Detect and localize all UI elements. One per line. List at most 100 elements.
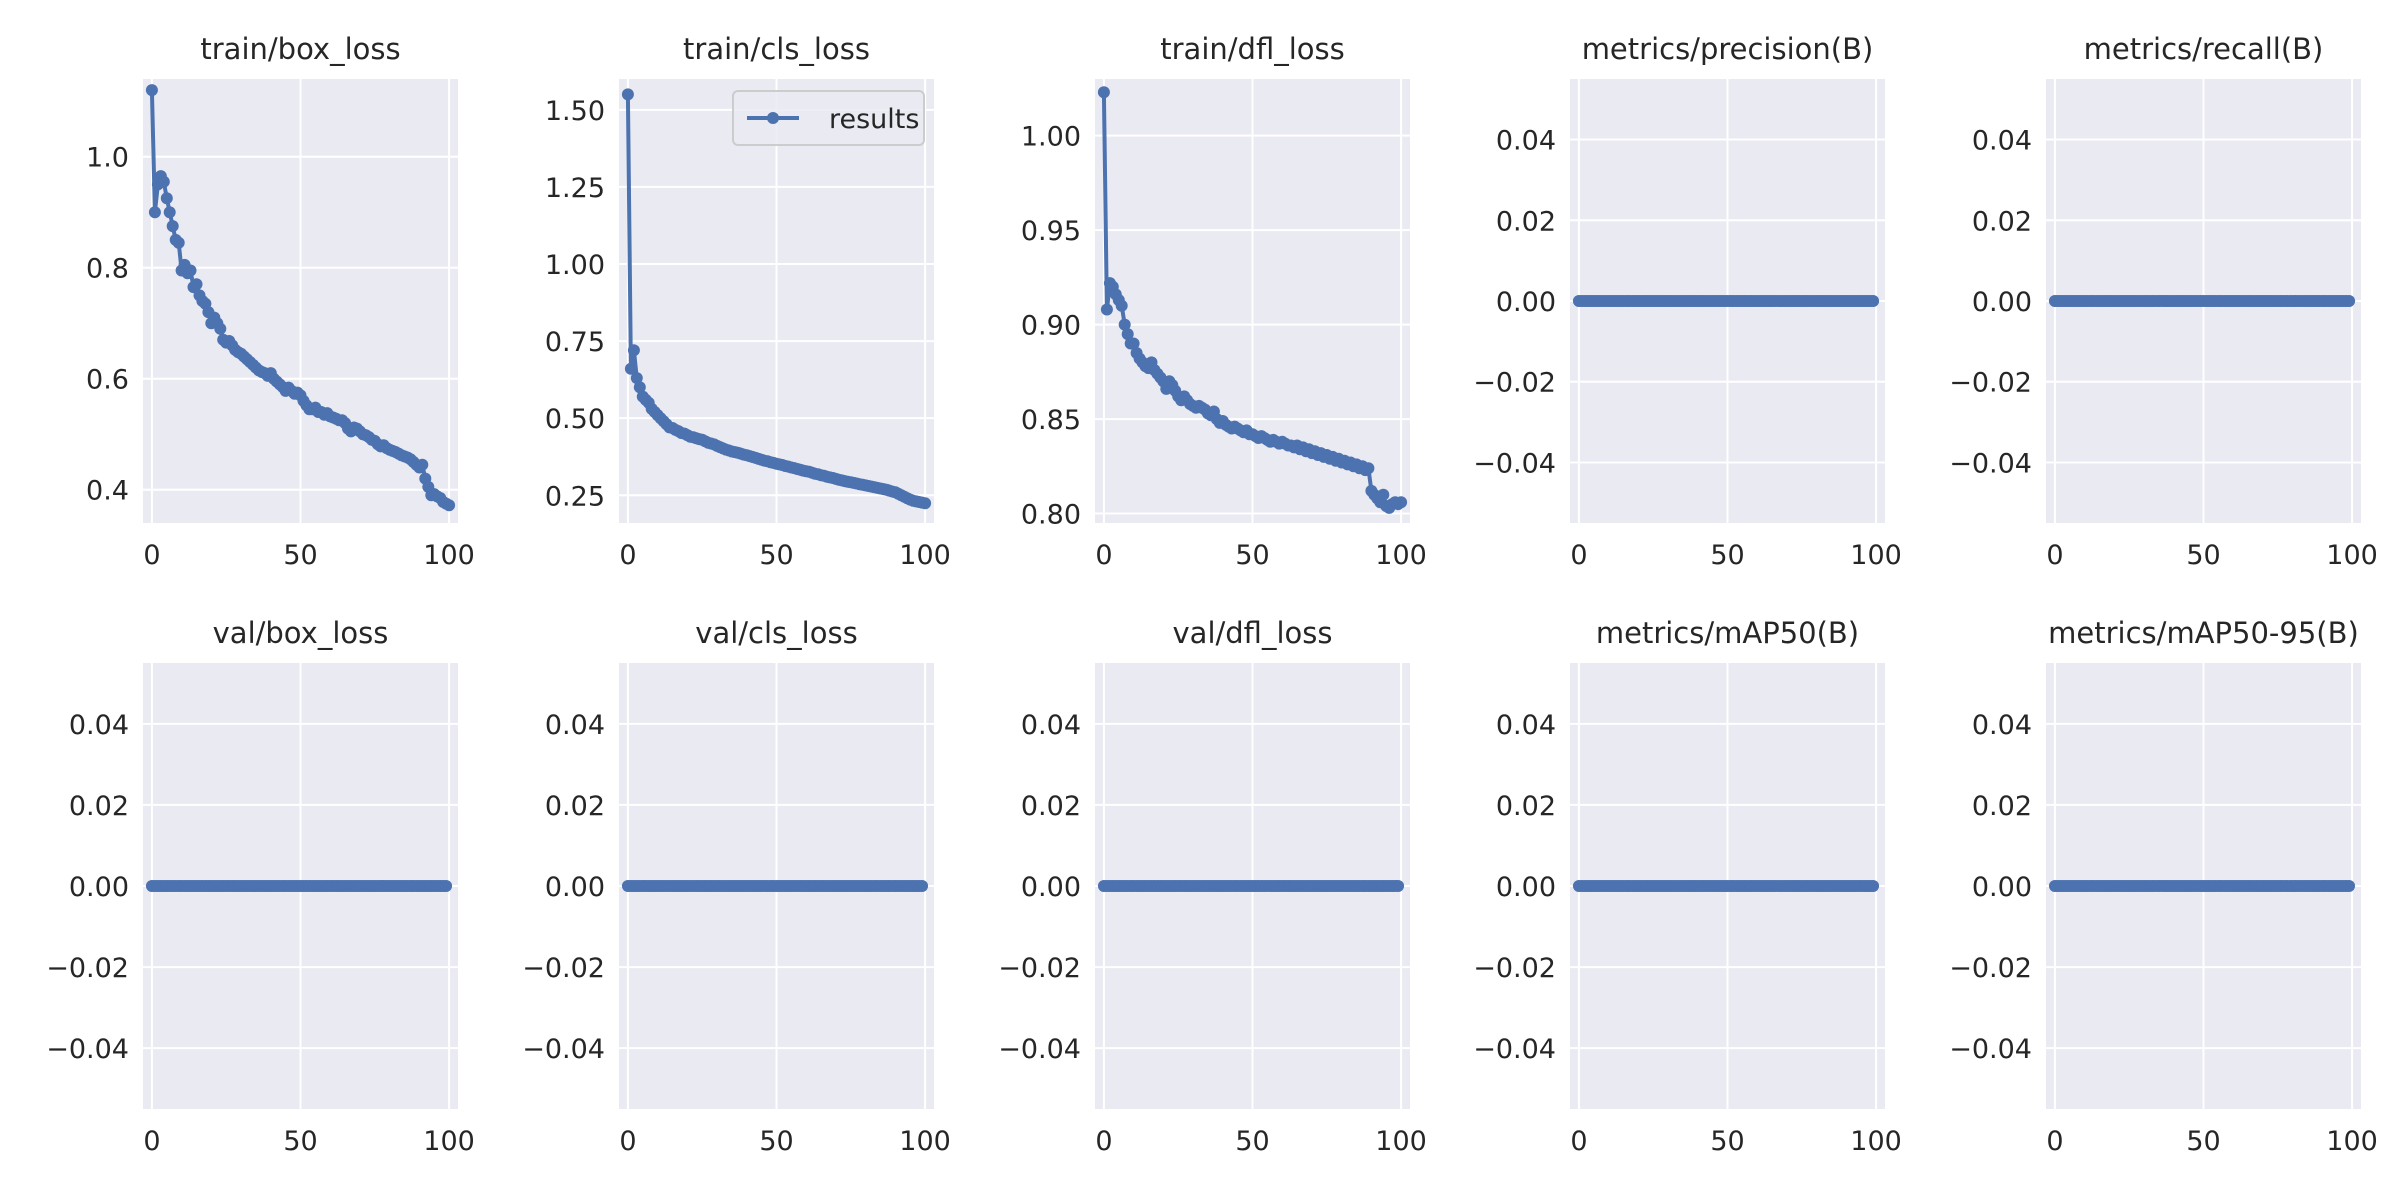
data-point	[416, 458, 429, 471]
data-point	[163, 206, 176, 219]
y-tick-label: −0.02	[1473, 953, 1556, 984]
data-point	[916, 880, 929, 892]
chart-panel: 0 50 100 −0.04 −0.02 0.00 0.02 0.04 val/cls_loss	[522, 616, 951, 1157]
y-tick-label: 0.00	[1496, 872, 1556, 903]
x-tick-label: 50	[283, 1126, 317, 1157]
chart-panel: 0 50 100 −0.04 −0.02 0.00 0.02 0.04 metrics/mAP5…	[1473, 616, 1902, 1157]
data-point	[1395, 496, 1408, 509]
y-tick-label: 0.02	[69, 791, 129, 822]
chart-panel: 0 50 100 0.4 0.6 0.8 1.0 train/box_loss	[86, 32, 475, 571]
y-tick-label: −0.04	[1473, 1034, 1556, 1065]
data-point	[190, 278, 203, 291]
x-tick-label: 50	[2186, 1126, 2220, 1157]
x-tick-label: 0	[2046, 540, 2063, 571]
y-tick-label: −0.02	[522, 953, 605, 984]
x-tick-label: 0	[2046, 1126, 2063, 1157]
data-point	[148, 206, 161, 219]
y-tick-label: 0.04	[1021, 710, 1081, 741]
data-point	[440, 880, 453, 892]
chart-title: val/box_loss	[213, 616, 389, 650]
data-point	[1127, 337, 1140, 350]
y-tick-label: 0.50	[545, 404, 605, 435]
legend-box	[732, 90, 925, 146]
x-tick-label: 100	[2326, 1126, 2378, 1157]
y-tick-label: 0.02	[545, 791, 605, 822]
x-tick-label: 100	[2326, 540, 2378, 571]
y-tick-label: 0.02	[1021, 791, 1081, 822]
y-tick-label: 0.02	[1496, 791, 1556, 822]
data-point	[1118, 318, 1131, 331]
y-tick-label: −0.04	[998, 1034, 1081, 1065]
y-tick-label: 1.25	[545, 173, 605, 204]
y-tick-label: 0.75	[545, 327, 605, 358]
y-tick-label: 0.04	[69, 710, 129, 741]
chart-title: train/cls_loss	[683, 32, 870, 66]
x-tick-label: 100	[1850, 1126, 1902, 1157]
y-tick-label: 0.6	[86, 365, 129, 396]
chart-panel: 0 50 100 −0.04 −0.02 0.00 0.02 0.04 metrics/mAP5…	[1949, 616, 2378, 1157]
y-tick-label: −0.02	[1949, 368, 2032, 399]
data-point	[1121, 328, 1134, 341]
data-point	[621, 88, 634, 101]
y-tick-label: 1.50	[545, 96, 605, 127]
data-point	[624, 362, 637, 375]
data-point	[1097, 86, 1110, 99]
data-point	[145, 84, 158, 97]
data-point	[630, 372, 643, 385]
x-tick-label: 0	[1570, 540, 1587, 571]
data-point	[160, 192, 173, 205]
y-tick-label: −0.04	[1949, 448, 2032, 479]
x-tick-label: 50	[1710, 540, 1744, 571]
chart-title: metrics/precision(B)	[1582, 32, 1874, 66]
y-tick-label: −0.04	[1949, 1034, 2032, 1065]
x-tick-label: 50	[2186, 540, 2220, 571]
data-point	[157, 175, 170, 188]
chart-title: metrics/recall(B)	[2084, 32, 2324, 66]
y-tick-label: 0.95	[1021, 216, 1081, 247]
data-point	[443, 499, 456, 512]
y-tick-label: 0.00	[69, 872, 129, 903]
y-tick-label: 0.00	[1021, 872, 1081, 903]
chart-title: train/box_loss	[200, 32, 400, 66]
y-tick-label: 0.4	[86, 476, 129, 507]
y-tick-label: 0.02	[1496, 206, 1556, 237]
data-point	[1867, 880, 1880, 892]
data-point	[1362, 462, 1375, 475]
y-tick-label: 1.00	[545, 250, 605, 281]
y-tick-label: 0.25	[545, 481, 605, 512]
x-tick-label: 100	[899, 540, 951, 571]
y-tick-label: 0.85	[1021, 405, 1081, 436]
chart-title: val/cls_loss	[695, 616, 857, 650]
y-tick-label: 0.90	[1021, 311, 1081, 342]
y-tick-label: −0.02	[1949, 953, 2032, 984]
data-point	[214, 322, 227, 335]
chart-panel: 0 50 100 −0.04 −0.02 0.00 0.02 0.04 metrics/reca…	[1949, 32, 2378, 571]
y-tick-label: 0.00	[1972, 287, 2032, 318]
y-tick-label: 0.8	[86, 254, 129, 285]
y-tick-label: −0.02	[46, 953, 129, 984]
x-tick-label: 100	[1850, 540, 1902, 571]
y-tick-label: −0.02	[998, 953, 1081, 984]
data-point	[1377, 488, 1390, 501]
y-tick-label: 1.00	[1021, 122, 1081, 153]
y-tick-label: 0.04	[1972, 126, 2032, 157]
chart-title: val/dfl_loss	[1173, 616, 1333, 650]
legend-label: results	[829, 104, 919, 135]
x-tick-label: 0	[1095, 540, 1112, 571]
y-tick-label: 0.04	[1972, 710, 2032, 741]
y-tick-label: 0.04	[1496, 710, 1556, 741]
chart-panel: 0 50 100 0.80 0.85 0.90 0.95 1.00 train/dfl_loss	[1021, 32, 1427, 571]
x-tick-label: 0	[1570, 1126, 1587, 1157]
x-tick-label: 50	[759, 540, 793, 571]
data-point	[919, 497, 932, 510]
y-tick-label: 0.00	[1496, 287, 1556, 318]
y-tick-label: 0.00	[545, 872, 605, 903]
x-tick-label: 50	[1235, 540, 1269, 571]
x-tick-label: 100	[423, 1126, 475, 1157]
x-tick-label: 100	[423, 540, 475, 571]
chart-panel: 0 50 100 −0.04 −0.02 0.00 0.02 0.04 val/dfl_loss	[998, 616, 1427, 1157]
y-tick-label: 0.02	[1972, 791, 2032, 822]
chart-panel: 0 50 100 0.25 0.50 0.75 1.00 1.25 1.50 train/cls_…	[545, 32, 951, 571]
y-tick-label: 0.04	[1496, 126, 1556, 157]
